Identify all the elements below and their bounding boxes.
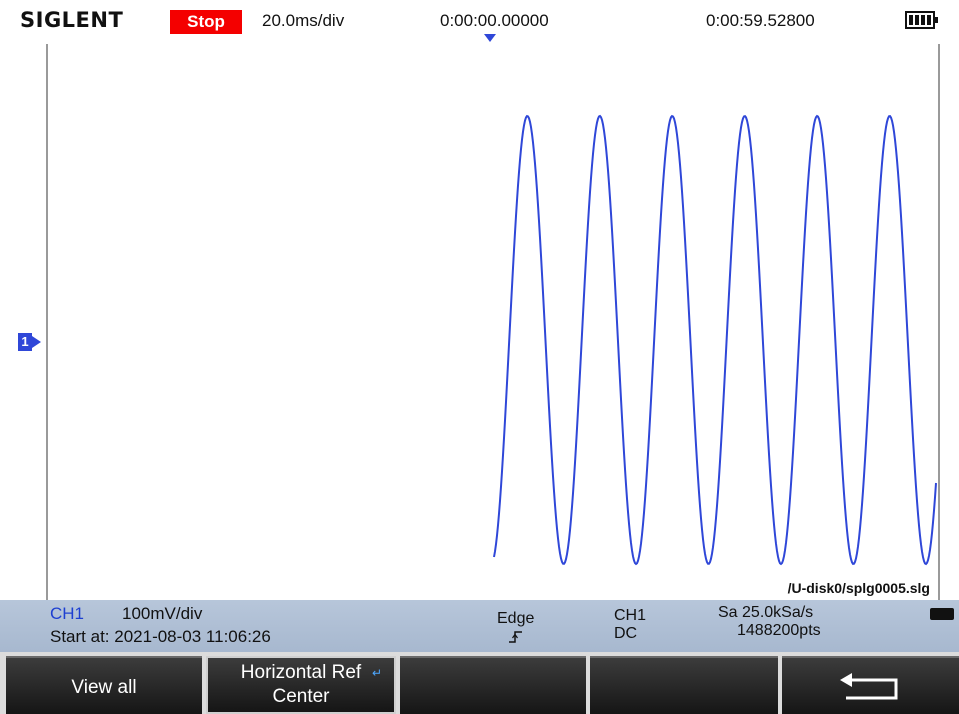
timebase-readout[interactable]: 20.0ms/div <box>262 11 345 30</box>
ch1-waveform-trace <box>493 114 937 566</box>
trigger-type-readout[interactable]: Edge <box>497 610 535 627</box>
adjust-knob-icon: ↵ <box>371 666 382 680</box>
record-time-readout: 0:00:59.52800 <box>706 11 815 30</box>
view-all-label: View all <box>71 677 137 698</box>
memory-depth-readout: 1488200pts <box>737 622 821 639</box>
softkey-3-button[interactable] <box>400 656 586 714</box>
channel-label[interactable]: CH1 <box>50 604 85 623</box>
trigger-coupling-readout: DC <box>614 625 638 642</box>
sample-rate-readout: Sa 25.0kSa/s <box>718 604 814 621</box>
back-arrow-icon <box>840 673 898 700</box>
back-button[interactable] <box>782 656 959 714</box>
channel-marker-arrow-icon <box>32 336 41 348</box>
start-time-readout: Start at: 2021-08-03 11:06:26 <box>50 627 271 646</box>
view-all-button[interactable]: View all <box>6 656 202 714</box>
trigger-source-readout: CH1 <box>614 607 647 624</box>
horizontal-ref-button[interactable]: Horizontal Ref Center ↵ <box>206 656 396 714</box>
horizontal-ref-title: Horizontal Ref <box>240 662 362 683</box>
usb-icon <box>930 608 954 620</box>
waveform-trace-canvas <box>493 114 937 566</box>
vertical-scale-readout: 100mV/div <box>122 604 203 623</box>
trigger-delay-readout[interactable]: 0:00:00.00000 <box>440 11 549 30</box>
run-stop-status[interactable]: Stop <box>170 10 242 34</box>
softkey-4-button[interactable] <box>590 656 778 714</box>
channel-1-marker-label: 1 <box>18 333 32 351</box>
info-strip <box>0 600 959 652</box>
file-path-label: /U-disk0/splg0005.slg <box>787 580 930 596</box>
waveform-display[interactable]: /U-disk0/splg0005.slg <box>46 44 940 600</box>
horizontal-ref-value: Center <box>272 686 330 707</box>
channel-1-marker-icon[interactable]: 1 <box>18 333 44 351</box>
rising-edge-icon <box>509 631 522 643</box>
brand-logo: SIGLENT <box>20 8 124 32</box>
battery-icon <box>905 11 938 29</box>
status-bar <box>0 0 959 44</box>
trigger-position-marker-icon <box>484 34 496 42</box>
